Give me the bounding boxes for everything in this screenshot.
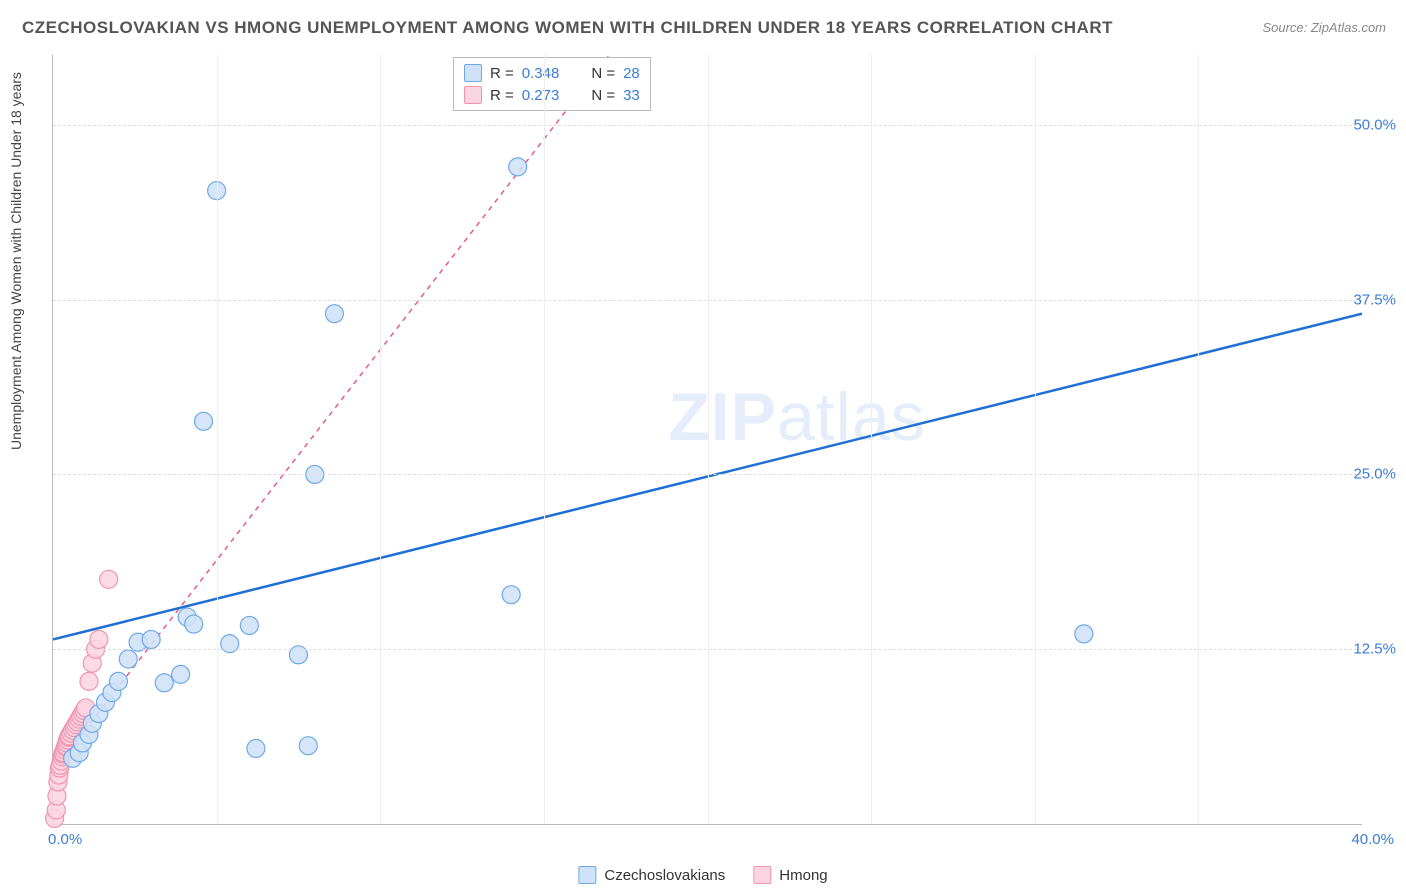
stats-legend: R = 0.348 N = 28 R = 0.273 N = 33 [453, 57, 651, 111]
stat-n-val-2: 33 [623, 87, 640, 104]
y-tick-label: 37.5% [1353, 291, 1396, 308]
y-tick-label: 50.0% [1353, 116, 1396, 133]
chart-title: CZECHOSLOVAKIAN VS HMONG UNEMPLOYMENT AM… [22, 18, 1113, 38]
legend-item-2: Hmong [753, 866, 827, 884]
legend-label-2: Hmong [779, 867, 827, 884]
legend-swatch-1 [578, 866, 596, 884]
legend-item-1: Czechoslovakians [578, 866, 725, 884]
y-tick-label: 12.5% [1353, 641, 1396, 658]
y-axis-label: Unemployment Among Women with Children U… [8, 72, 24, 450]
y-tick-label: 25.0% [1353, 466, 1396, 483]
stat-r-label: R = [490, 65, 514, 82]
series-legend: Czechoslovakians Hmong [578, 866, 827, 884]
x-tick-label: 0.0% [48, 831, 82, 848]
stat-swatch-1 [464, 64, 482, 82]
stat-r-label-2: R = [490, 87, 514, 104]
stat-row-2: R = 0.273 N = 33 [464, 84, 640, 106]
stat-n-label: N = [591, 65, 615, 82]
stat-r-val-1: 0.348 [522, 65, 560, 82]
legend-swatch-2 [753, 866, 771, 884]
stat-row-1: R = 0.348 N = 28 [464, 62, 640, 84]
chart-plot-area: ZIPatlas R = 0.348 N = 28 R = 0.273 N = … [52, 55, 1362, 825]
legend-label-1: Czechoslovakians [604, 867, 725, 884]
stat-n-label-2: N = [591, 87, 615, 104]
source-label: Source: ZipAtlas.com [1262, 20, 1386, 35]
stat-r-val-2: 0.273 [522, 87, 560, 104]
stat-swatch-2 [464, 86, 482, 104]
stat-n-val-1: 28 [623, 65, 640, 82]
x-tick-label: 40.0% [1351, 831, 1394, 848]
